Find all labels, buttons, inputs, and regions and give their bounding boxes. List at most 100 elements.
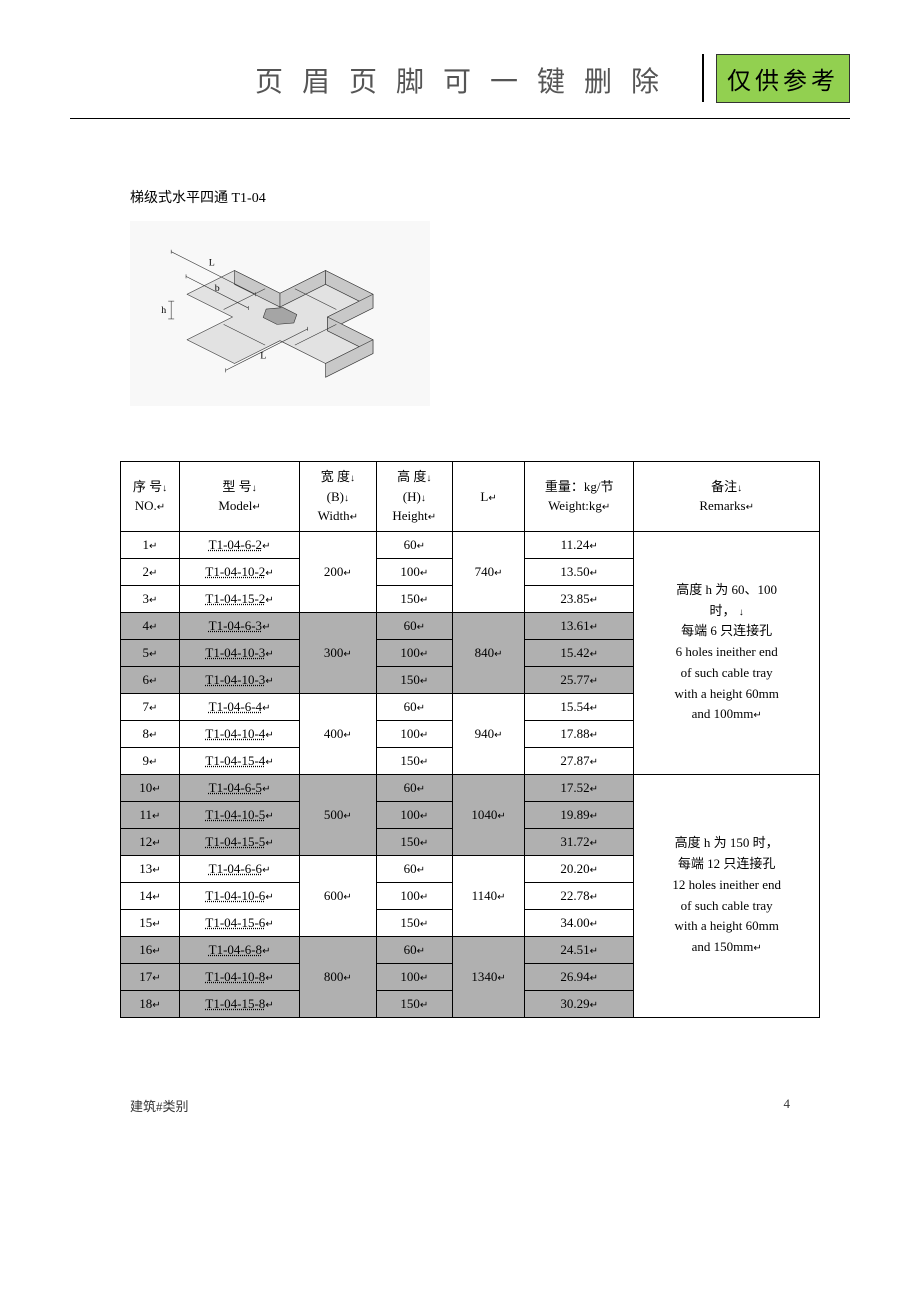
cell-L: 740↵ xyxy=(453,531,525,612)
cell-no: 4↵ xyxy=(121,612,180,639)
spec-table: 序 号↓ NO.↵ 型 号↓ Model↵ 宽 度↓ (B)↓ Width↵ 高… xyxy=(120,461,820,1018)
cell-model: T1-04-10-5↵ xyxy=(179,801,299,828)
cell-model: T1-04-6-3↵ xyxy=(179,612,299,639)
cell-model: T1-04-6-6↵ xyxy=(179,855,299,882)
header-badge-wrap: 仅供参考 xyxy=(702,54,850,103)
cell-L: 1140↵ xyxy=(453,855,525,936)
cell-height: 100↵ xyxy=(376,639,452,666)
cell-weight: 24.51↵ xyxy=(525,936,634,963)
cell-weight: 34.00↵ xyxy=(525,909,634,936)
cell-remarks: 高度 h 为 150 时，每端 12 只连接孔12 holes ineither… xyxy=(634,774,820,1017)
cell-model: T1-04-10-6↵ xyxy=(179,882,299,909)
cell-remarks: 高度 h 为 60、100时， ↓每端 6 只连接孔6 holes ineith… xyxy=(634,531,820,774)
cell-weight: 15.54↵ xyxy=(525,693,634,720)
cell-height: 150↵ xyxy=(376,990,452,1017)
cell-height: 150↵ xyxy=(376,909,452,936)
cell-width: 600↵ xyxy=(300,855,376,936)
cell-weight: 13.61↵ xyxy=(525,612,634,639)
cell-L: 940↵ xyxy=(453,693,525,774)
cell-height: 100↵ xyxy=(376,801,452,828)
cell-model: T1-04-10-4↵ xyxy=(179,720,299,747)
cell-weight: 11.24↵ xyxy=(525,531,634,558)
cell-no: 14↵ xyxy=(121,882,180,909)
cell-width: 200↵ xyxy=(300,531,376,612)
cell-height: 60↵ xyxy=(376,693,452,720)
cell-width: 800↵ xyxy=(300,936,376,1017)
cell-model: T1-04-6-2↵ xyxy=(179,531,299,558)
cell-no: 5↵ xyxy=(121,639,180,666)
cell-model: T1-04-10-8↵ xyxy=(179,963,299,990)
cell-L: 840↵ xyxy=(453,612,525,693)
cell-width: 300↵ xyxy=(300,612,376,693)
cell-no: 9↵ xyxy=(121,747,180,774)
cell-model: T1-04-15-8↵ xyxy=(179,990,299,1017)
cell-weight: 17.88↵ xyxy=(525,720,634,747)
page-header: 页 眉 页 脚 可 一 键 删 除 仅供参考 xyxy=(70,60,850,100)
th-height: 高 度↓ (H)↓ Height↵ xyxy=(376,462,452,532)
page-footer: 建筑#类别 4 xyxy=(70,1096,850,1115)
cell-weight: 15.42↵ xyxy=(525,639,634,666)
cell-model: T1-04-10-3↵ xyxy=(179,666,299,693)
cell-model: T1-04-10-3↵ xyxy=(179,639,299,666)
svg-text:L: L xyxy=(209,258,215,269)
cell-no: 18↵ xyxy=(121,990,180,1017)
cell-height: 60↵ xyxy=(376,612,452,639)
product-diagram: LbhL xyxy=(130,221,430,406)
header-rule xyxy=(70,118,850,119)
cell-height: 100↵ xyxy=(376,963,452,990)
header-divider xyxy=(702,54,704,102)
svg-text:b: b xyxy=(215,283,220,294)
cell-model: T1-04-10-2↵ xyxy=(179,558,299,585)
table-header: 序 号↓ NO.↵ 型 号↓ Model↵ 宽 度↓ (B)↓ Width↵ 高… xyxy=(121,462,820,532)
cell-model: T1-04-6-5↵ xyxy=(179,774,299,801)
cell-no: 1↵ xyxy=(121,531,180,558)
cell-weight: 31.72↵ xyxy=(525,828,634,855)
cell-weight: 26.94↵ xyxy=(525,963,634,990)
header-badge: 仅供参考 xyxy=(716,54,850,103)
cell-no: 16↵ xyxy=(121,936,180,963)
footer-page-number: 4 xyxy=(784,1096,791,1115)
cell-height: 60↵ xyxy=(376,855,452,882)
th-weight: 重量：kg/节 Weight:kg↵ xyxy=(525,462,634,532)
table-row: 1↵T1-04-6-2↵200↵60↵740↵11.24↵高度 h 为 60、1… xyxy=(121,531,820,558)
th-width: 宽 度↓ (B)↓ Width↵ xyxy=(300,462,376,532)
footer-left: 建筑#类别 xyxy=(130,1096,189,1115)
cell-weight: 22.78↵ xyxy=(525,882,634,909)
cell-no: 3↵ xyxy=(121,585,180,612)
cell-height: 100↵ xyxy=(376,558,452,585)
table-row: 10↵T1-04-6-5↵500↵60↵1040↵17.52↵高度 h 为 15… xyxy=(121,774,820,801)
cell-model: T1-04-15-2↵ xyxy=(179,585,299,612)
cell-no: 2↵ xyxy=(121,558,180,585)
cell-height: 100↵ xyxy=(376,720,452,747)
cell-weight: 23.85↵ xyxy=(525,585,634,612)
svg-text:h: h xyxy=(161,305,166,316)
cell-height: 60↵ xyxy=(376,936,452,963)
cell-weight: 13.50↵ xyxy=(525,558,634,585)
cell-no: 7↵ xyxy=(121,693,180,720)
cell-weight: 30.29↵ xyxy=(525,990,634,1017)
cell-no: 8↵ xyxy=(121,720,180,747)
cell-L: 1340↵ xyxy=(453,936,525,1017)
table-body: 1↵T1-04-6-2↵200↵60↵740↵11.24↵高度 h 为 60、1… xyxy=(121,531,820,1017)
cell-no: 12↵ xyxy=(121,828,180,855)
cell-no: 15↵ xyxy=(121,909,180,936)
cell-no: 17↵ xyxy=(121,963,180,990)
cell-height: 150↵ xyxy=(376,747,452,774)
th-model: 型 号↓ Model↵ xyxy=(179,462,299,532)
cell-height: 150↵ xyxy=(376,828,452,855)
cell-height: 60↵ xyxy=(376,531,452,558)
th-remarks: 备注↓ Remarks↵ xyxy=(634,462,820,532)
th-L: L↵ xyxy=(453,462,525,532)
cell-width: 400↵ xyxy=(300,693,376,774)
cell-model: T1-04-6-4↵ xyxy=(179,693,299,720)
cell-height: 150↵ xyxy=(376,666,452,693)
th-no: 序 号↓ NO.↵ xyxy=(121,462,180,532)
cell-height: 60↵ xyxy=(376,774,452,801)
cell-height: 150↵ xyxy=(376,585,452,612)
cell-weight: 17.52↵ xyxy=(525,774,634,801)
cell-no: 11↵ xyxy=(121,801,180,828)
cell-height: 100↵ xyxy=(376,882,452,909)
cell-weight: 25.77↵ xyxy=(525,666,634,693)
cell-L: 1040↵ xyxy=(453,774,525,855)
cell-width: 500↵ xyxy=(300,774,376,855)
